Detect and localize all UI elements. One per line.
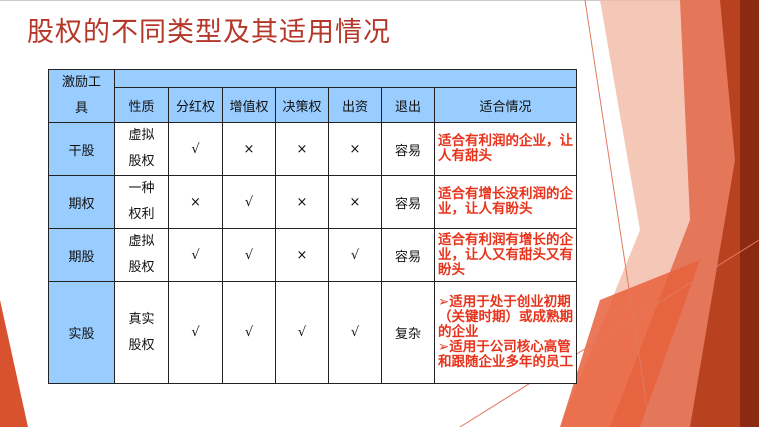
header-dividend: 分红权: [168, 87, 223, 123]
decor-line: [584, 0, 651, 427]
header-nature: 性质: [114, 87, 169, 123]
row-nature: 虚拟 股权: [114, 228, 169, 282]
row-fit: ➢适用于处于创业初期（关键时期）或成熟期的企业 ➢适用于公司核心高管和跟随企业多年…: [434, 281, 577, 384]
header-top-band: [114, 69, 577, 88]
nature-line: 虚拟: [128, 234, 155, 249]
row-name: 实股: [48, 281, 115, 384]
row-name: 期股: [48, 228, 115, 282]
row-decision: √: [275, 281, 329, 384]
row-name: 干股: [48, 122, 115, 176]
row-fit: 适合有利润有增长的企业，让人又有甜头又有盼头: [434, 228, 577, 282]
row-fit: 适合有利润的企业，让人有甜头: [434, 122, 577, 176]
table-row: 实股 真实股权 √ √ √ √ 复杂 ➢适用于处于创业初期（关键时期）或成熟期的…: [48, 281, 577, 384]
top-divider: [0, 0, 759, 1]
right-edge-dark: [740, 0, 759, 427]
row-name: 期权: [48, 175, 115, 229]
row-appreciation: ×: [222, 122, 276, 176]
row-capital: √: [328, 228, 382, 282]
row-nature: 真实 股权: [114, 281, 169, 384]
corner-label: 激励工具: [61, 75, 101, 116]
row-nature: 虚拟 股权: [114, 122, 169, 176]
corner-header: 激励工具: [48, 69, 115, 123]
row-dividend: √: [168, 122, 223, 176]
table-row: 期权 一种权利 × √ × × 容易 适合有增长没利润的企业，让人有盼头: [48, 175, 577, 229]
row-capital: ×: [328, 175, 382, 229]
row-dividend: √: [168, 228, 223, 282]
nature-line: 虚拟: [128, 128, 155, 143]
row-capital: ×: [328, 122, 382, 176]
header-capital: 出资: [328, 87, 382, 123]
row-dividend: ×: [168, 175, 223, 229]
row-exit: 容易: [381, 122, 435, 176]
row-dividend: √: [168, 281, 223, 384]
table-row: 干股 虚拟股权 √ × × × 容易 适合有利润的企业，让人有甜头: [48, 122, 577, 176]
row-decision: ×: [275, 122, 329, 176]
table-row: 期股 虚拟股权 √ √ × √ 容易 适合有利润有增长的企业，让人又有甜头又有盼…: [48, 228, 577, 282]
row-exit: 复杂: [381, 281, 435, 384]
left-triangle: [0, 300, 28, 427]
row-decision: ×: [275, 175, 329, 229]
row-capital: √: [328, 281, 382, 384]
row-nature: 一种 权利: [114, 175, 169, 229]
nature-line: 一种: [128, 181, 155, 196]
row-decision: ×: [275, 228, 329, 282]
equity-types-table: 激励工具 性质 分红权 增值权 决策权 出资 退出 适合情况 干股 虚拟 股权 √…: [48, 69, 577, 384]
header-fit: 适合情况: [434, 87, 577, 123]
nature-line: 股权: [128, 260, 155, 275]
page-title: 股权的不同类型及其适用情况: [27, 17, 391, 48]
row-exit: 容易: [381, 228, 435, 282]
fit-bullet: ➢适用于公司核心高管和跟随企业多年的员工: [438, 339, 573, 370]
right-shape-orange: [560, 260, 700, 427]
header-decision: 决策权: [275, 87, 329, 123]
header-exit: 退出: [381, 87, 435, 123]
row-appreciation: √: [222, 228, 276, 282]
nature-line: 权利: [128, 207, 155, 222]
row-fit: 适合有增长没利润的企业，让人有盼头: [434, 175, 577, 229]
fit-bullet: ➢适用于处于创业初期（关键时期）或成熟期的企业: [438, 294, 573, 340]
row-appreciation: √: [222, 281, 276, 384]
row-appreciation: √: [222, 175, 276, 229]
decor-line: [459, 239, 759, 427]
row-exit: 容易: [381, 175, 435, 229]
nature-line: 真实: [128, 311, 155, 327]
nature-line: 股权: [128, 154, 155, 169]
nature-line: 股权: [128, 337, 155, 353]
header-appreciation: 增值权: [222, 87, 276, 123]
